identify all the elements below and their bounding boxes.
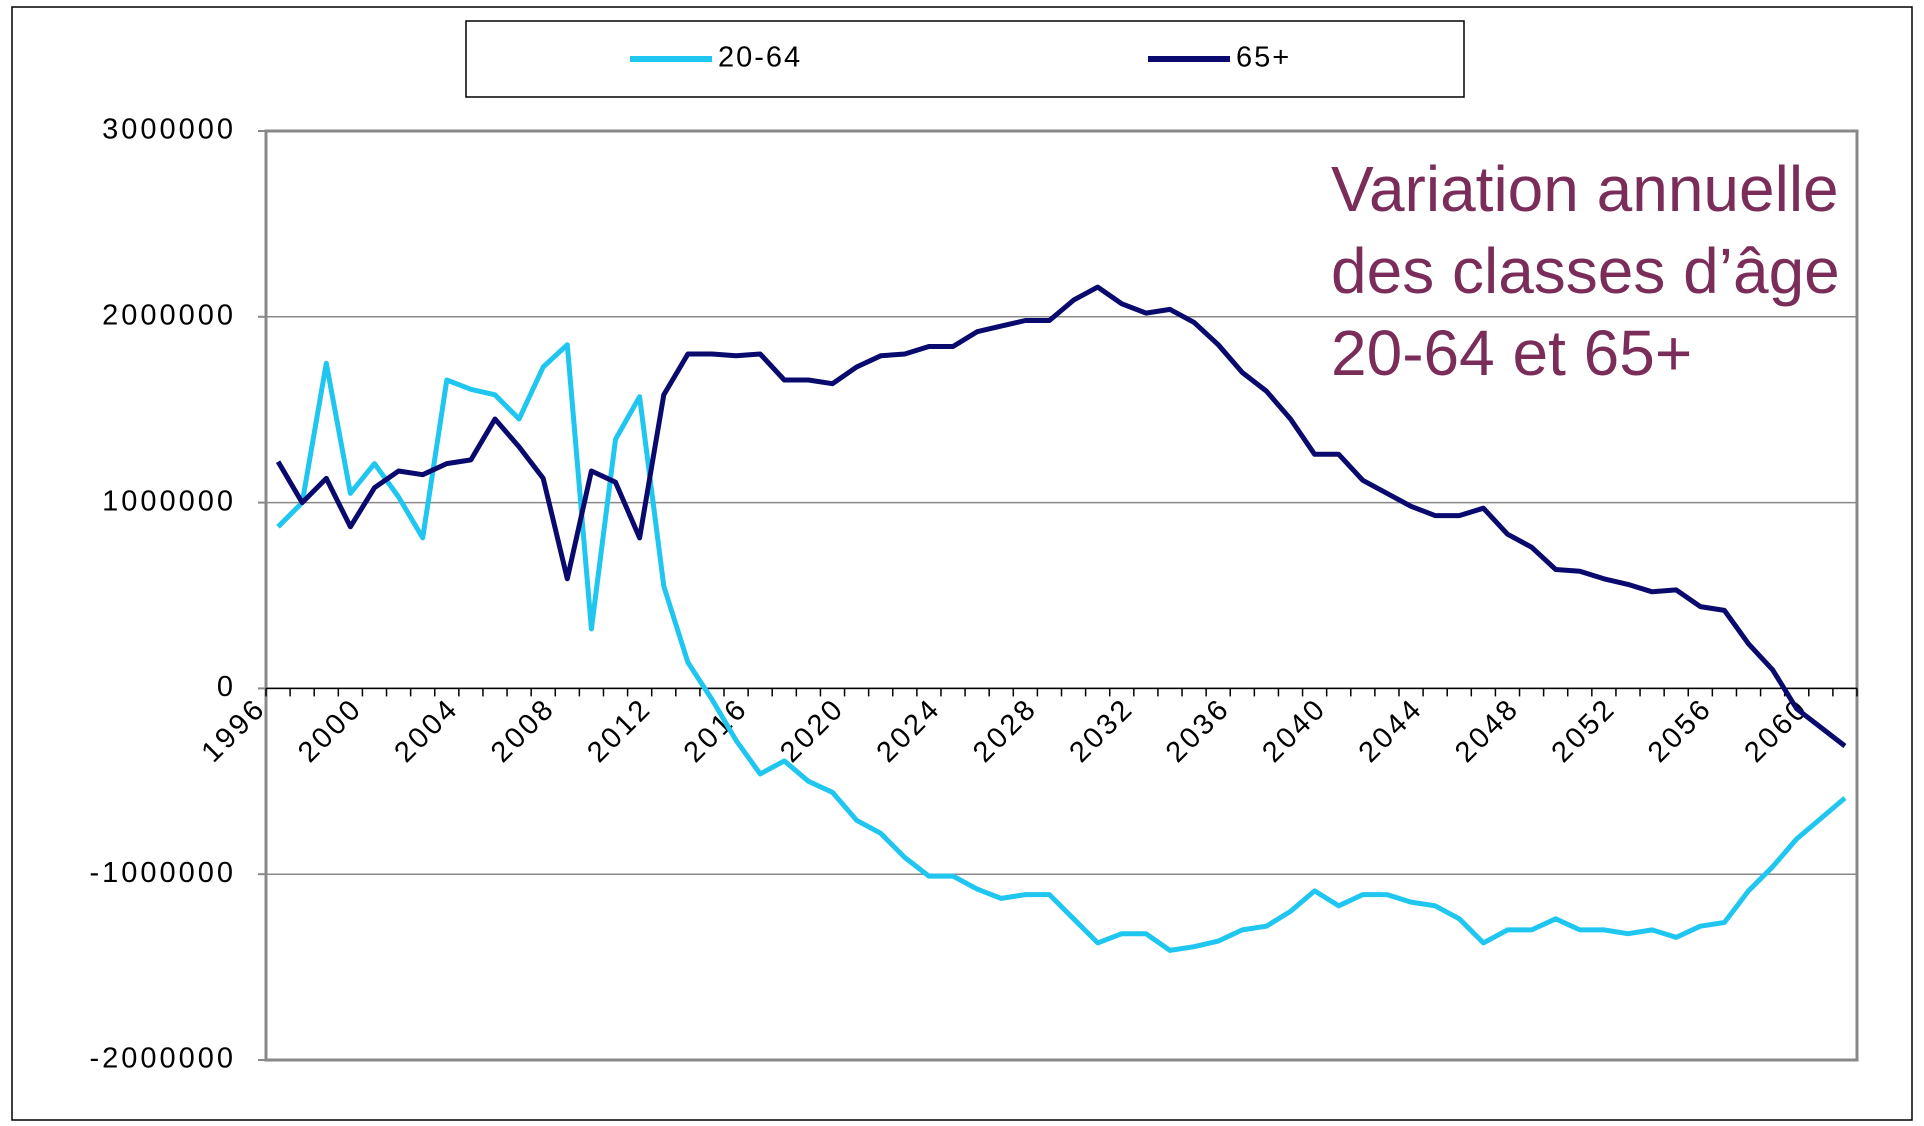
chart-title: Variation annuelle xyxy=(1331,153,1839,225)
y-tick-label: -1000000 xyxy=(89,857,236,889)
x-tick-label: 2020 xyxy=(774,692,851,769)
series-line xyxy=(276,342,1847,953)
x-tick-label: 2048 xyxy=(1449,692,1526,769)
x-tick-label: 2000 xyxy=(292,692,369,769)
y-tick-label: -2000000 xyxy=(89,1043,236,1075)
x-tick-label: 2056 xyxy=(1642,692,1719,769)
y-tick-label: 1000000 xyxy=(102,485,236,517)
x-tick-label: 2008 xyxy=(485,692,562,769)
plot-border xyxy=(264,129,1859,1062)
x-tick-label: 2044 xyxy=(1353,692,1430,769)
x-tick-label: 2012 xyxy=(581,692,658,769)
y-tick-label: 3000000 xyxy=(102,114,236,146)
x-tick-label: 1996 xyxy=(196,692,273,769)
x-tick-label: 2060 xyxy=(1738,692,1815,769)
chart-title: des classes d’âge xyxy=(1331,235,1840,307)
legend-box xyxy=(465,20,1465,98)
x-tick-label: 2024 xyxy=(871,692,948,769)
legend-label: 65+ xyxy=(1236,42,1291,74)
y-tick-label: 0 xyxy=(217,671,236,703)
x-tick-label: 2004 xyxy=(388,692,465,769)
x-tick-label: 2028 xyxy=(967,692,1044,769)
chart-frame xyxy=(11,6,1913,1121)
x-tick-label: 2036 xyxy=(1160,692,1237,769)
x-tick-label: 2052 xyxy=(1546,692,1623,769)
series-line xyxy=(275,284,1847,748)
x-tick-label: 2032 xyxy=(1063,692,1140,769)
y-tick-label: 2000000 xyxy=(102,299,236,331)
legend-label: 20-64 xyxy=(718,42,802,74)
x-tick-label: 2040 xyxy=(1256,692,1333,769)
chart-title: 20-64 et 65+ xyxy=(1331,317,1692,389)
